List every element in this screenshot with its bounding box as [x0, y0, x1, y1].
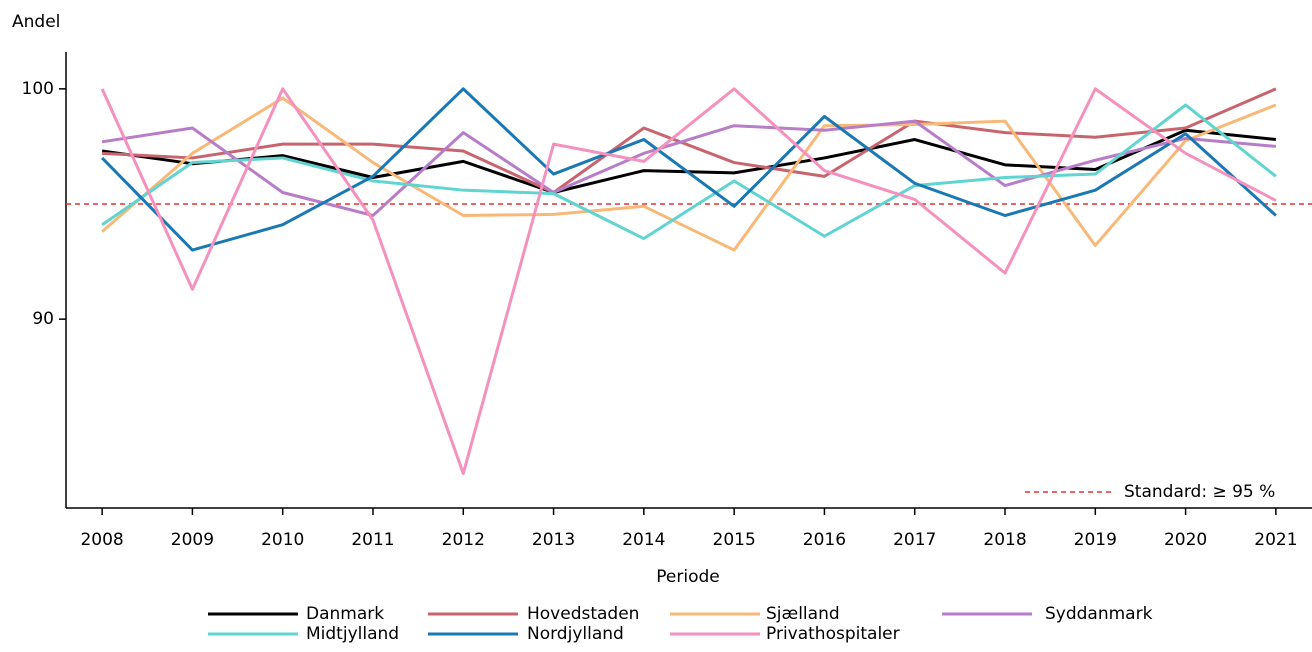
x-tick-label: 2010 — [261, 530, 304, 550]
x-tick-label: 2014 — [622, 530, 665, 550]
x-tick-label: 2017 — [893, 530, 936, 550]
y-axis-label: Andel — [12, 12, 60, 32]
x-tick-label: 2016 — [803, 530, 846, 550]
x-tick-label: 2018 — [983, 530, 1026, 550]
reference-label: Standard: ≥ 95 % — [1124, 482, 1275, 502]
x-tick-label: 2021 — [1254, 530, 1297, 550]
series-line — [101, 119, 1277, 218]
x-tick-label: 2011 — [351, 530, 394, 550]
y-tick-label: 90 — [32, 309, 54, 329]
y-tick-label: 100 — [22, 79, 54, 99]
legend-label: Sjælland — [766, 604, 840, 624]
legend-label: Nordjylland — [527, 624, 624, 644]
series-line — [101, 103, 1277, 241]
x-tick-label: 2012 — [442, 530, 485, 550]
x-tick-label: 2019 — [1074, 530, 1117, 550]
legend-label: Syddanmark — [1045, 604, 1153, 624]
series-line — [100, 87, 1277, 475]
x-tick-label: 2008 — [80, 530, 123, 550]
series-line — [101, 87, 1277, 252]
x-tick-label: 2015 — [713, 530, 756, 550]
legend-label: Privathospitaler — [766, 624, 900, 644]
x-tick-label: 2009 — [171, 530, 214, 550]
x-tick-label: 2020 — [1164, 530, 1207, 550]
x-tick-label: 2013 — [532, 530, 575, 550]
x-axis-label: Periode — [656, 567, 719, 587]
legend-label: Midtjylland — [306, 624, 399, 644]
legend-label: Danmark — [306, 604, 384, 624]
legend-label: Hovedstaden — [527, 604, 639, 624]
series-line — [102, 87, 1277, 194]
